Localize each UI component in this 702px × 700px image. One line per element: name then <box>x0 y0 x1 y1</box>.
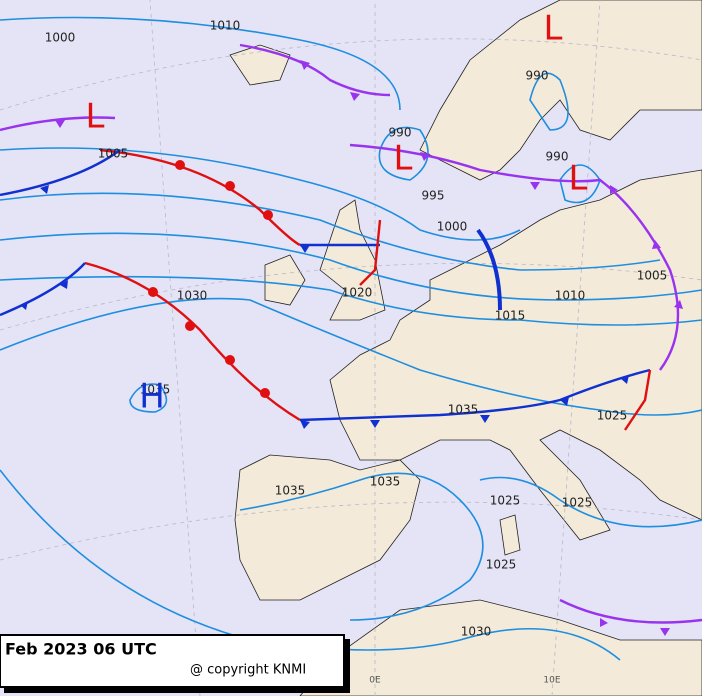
land <box>229 0 702 697</box>
isobar-label: 1005 <box>98 147 129 161</box>
isobar-label: 990 <box>546 150 569 164</box>
isobar-label: 1025 <box>597 409 628 423</box>
isobar-label: 1000 <box>45 31 76 45</box>
longitude-label: 0E <box>369 676 381 686</box>
isobar-label: 995 <box>422 189 445 203</box>
map-labels: 1010 1000 990 990 1005 990 995 1000 1005 1010 1015… <box>45 9 668 686</box>
isobar-label: 1000 <box>437 220 468 234</box>
isobar-label: 1030 <box>177 289 208 303</box>
isobar-label: 990 <box>526 69 549 83</box>
pressure-center: L <box>394 139 413 179</box>
caption-copyright: @ copyright KNMI <box>190 663 306 678</box>
pressure-center: H <box>139 377 165 417</box>
pressure-center: L <box>544 9 563 49</box>
isobar-label: 1030 <box>461 625 492 639</box>
isobar-label: 1010 <box>555 289 586 303</box>
pressure-center: L <box>86 97 105 137</box>
isobar-label: 1020 <box>342 286 373 300</box>
isobar-label: 1015 <box>495 309 526 323</box>
isobar-label: 1025 <box>562 496 593 510</box>
isobar-label: 1010 <box>210 19 241 33</box>
isobar-label: 1035 <box>140 383 171 397</box>
isobar-label: 1035 <box>275 484 306 498</box>
pressure-center: L <box>569 159 588 199</box>
longitude-label: 10E <box>543 676 560 686</box>
isobar-label: 1035 <box>370 475 401 489</box>
isobar-label: 1035 <box>448 403 479 417</box>
front-symbols <box>20 60 683 636</box>
isobar-label: 1025 <box>490 494 521 508</box>
caption-box: Feb 2023 06 UTC @ copyright KNMI <box>0 634 350 693</box>
isobar-label: 990 <box>389 126 412 140</box>
caption-date: Feb 2023 06 UTC <box>5 640 157 659</box>
fronts <box>0 43 702 624</box>
isobar-label: 1005 <box>637 269 668 283</box>
isobar-label: 1025 <box>486 558 517 572</box>
